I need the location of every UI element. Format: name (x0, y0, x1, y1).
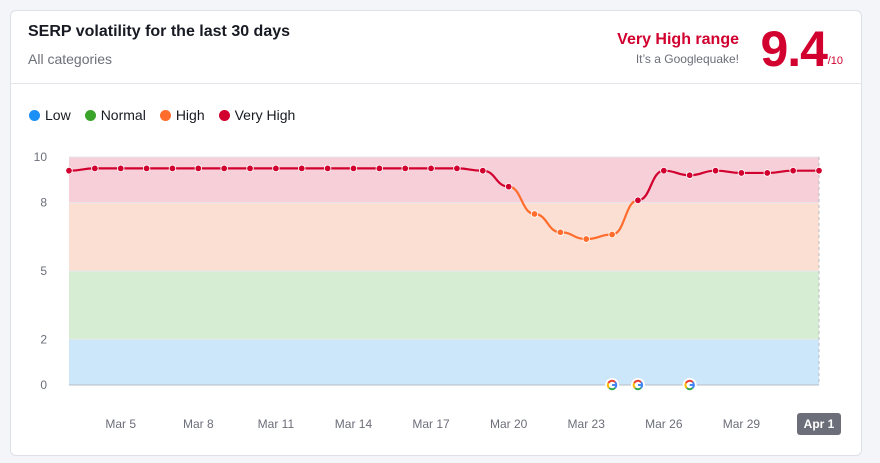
y-tick-label: 0 (40, 378, 47, 392)
data-point (220, 164, 228, 173)
band-high (69, 202, 819, 271)
x-tick-label: Mar 29 (723, 417, 761, 431)
data-point (272, 164, 280, 173)
data-point (556, 228, 565, 236)
volatility-chart: 0 2 5 8 10 Mar 5 Mar 8 Mar 11 Mar 14 Mar 17 Mar 20… (34, 150, 841, 435)
data-point (737, 169, 746, 177)
data-point (349, 164, 358, 173)
legend-label-high: High (175, 107, 205, 123)
data-point (608, 230, 616, 239)
x-tick-label: Mar 8 (183, 417, 214, 431)
data-point (789, 166, 797, 175)
legend-item-very-high[interactable]: Very High (218, 107, 296, 123)
legend-item-low[interactable]: Low (29, 107, 71, 123)
google-update-icon[interactable] (605, 378, 620, 392)
data-point (530, 210, 539, 218)
band-low (69, 339, 819, 385)
data-point (453, 164, 461, 173)
x-tick-label: Mar 11 (258, 417, 295, 431)
range-info: Very High range It’s a Googlequake! (617, 31, 739, 66)
x-tick-label: Mar 20 (490, 417, 528, 431)
data-point (117, 164, 125, 173)
data-point (246, 164, 254, 173)
x-tick-label: Apr 1 (804, 417, 835, 431)
x-tick-label: Mar 5 (105, 417, 136, 431)
x-tick-label: Mar 26 (645, 417, 683, 431)
data-point (763, 169, 771, 177)
card-header: SERP volatility for the last 30 days All… (11, 11, 861, 84)
legend-dot-normal (84, 109, 96, 121)
chart-legend: Low Normal High Very High (29, 107, 295, 123)
data-point (401, 164, 409, 173)
legend-item-high[interactable]: High (159, 107, 205, 123)
y-tick-label: 5 (40, 264, 47, 278)
x-tick-label: Mar 17 (412, 417, 450, 431)
data-point (375, 164, 384, 173)
y-tick-label: 10 (34, 150, 48, 164)
data-point (504, 182, 513, 191)
google-update-icon[interactable] (682, 378, 697, 392)
data-point (142, 164, 151, 173)
data-point (65, 166, 73, 175)
x-tick-label: Mar 23 (568, 417, 606, 431)
band-very-high (69, 157, 819, 203)
card-title: SERP volatility for the last 30 days (28, 23, 291, 40)
google-update-icon[interactable] (630, 378, 645, 392)
data-point (660, 166, 668, 175)
data-point (479, 166, 487, 175)
data-point (711, 166, 720, 175)
legend-dot-low (29, 109, 40, 121)
data-point (91, 164, 99, 173)
data-point (427, 164, 435, 173)
data-point (298, 164, 306, 173)
data-point (323, 164, 332, 173)
volatility-card: SERP volatility for the last 30 days All… (10, 10, 862, 456)
category-filter[interactable]: All categories (28, 51, 113, 67)
legend-item-normal[interactable]: Normal (84, 107, 146, 123)
range-label: Very High range (617, 31, 739, 48)
legend-label-low: Low (45, 107, 71, 123)
y-tick-label: 2 (40, 332, 47, 346)
legend-dot-high (159, 109, 171, 121)
range-description: It’s a Googlequake! (635, 52, 739, 66)
data-point (582, 235, 590, 243)
band-normal (69, 271, 819, 340)
x-tick-label: Mar 14 (335, 417, 373, 431)
data-point (168, 164, 177, 173)
volatility-score-max: /10 (827, 55, 843, 67)
data-point (194, 164, 203, 173)
legend-label-very-high: Very High (234, 107, 296, 123)
legend-dot-very-high (218, 109, 230, 121)
legend-label-normal: Normal (100, 107, 146, 123)
volatility-score: 9.4 (760, 21, 828, 77)
x-tick-highlight (797, 413, 841, 435)
y-tick-label: 8 (40, 196, 47, 210)
data-point (685, 171, 694, 179)
data-point (815, 166, 823, 175)
data-point (634, 196, 642, 205)
